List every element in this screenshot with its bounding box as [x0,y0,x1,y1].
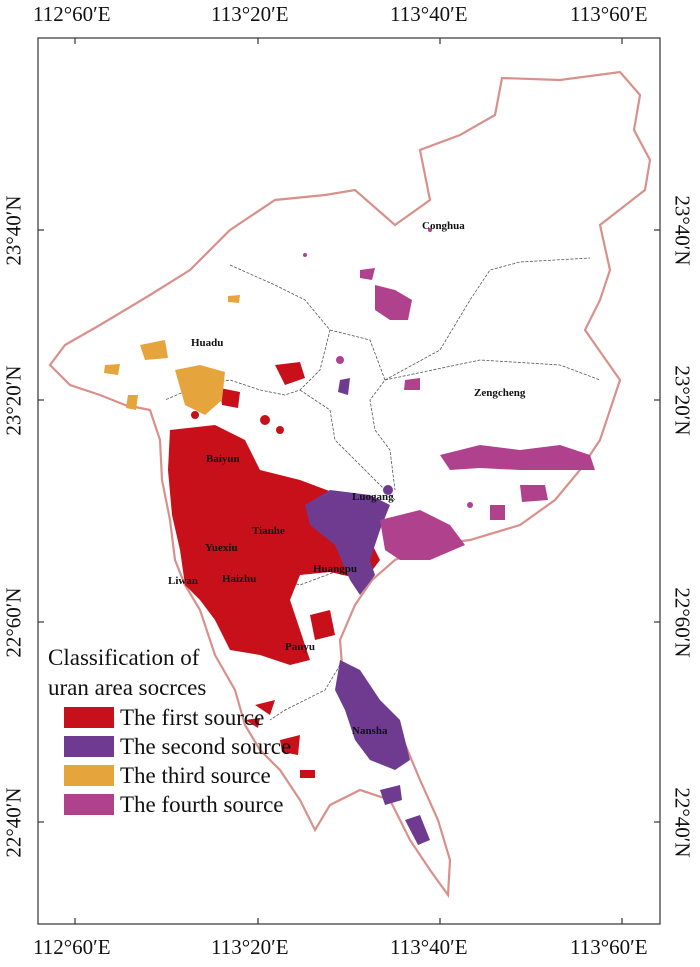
lon-tick-top-3: 113°40′E [390,2,468,26]
lon-tick-top-2: 113°20′E [211,2,289,26]
district-label-huadu: Huadu [191,337,224,349]
district-label-tianhe: Tianhe [252,525,285,537]
lat-tick-left-4: 22°40′N [1,787,26,858]
lat-tick-right-4: 22°40′N [670,787,695,858]
legend-swatch-fourth [64,794,114,815]
district-label-panyu: Panyu [285,641,315,653]
legend-title: Classification of uran area socrces [48,643,348,703]
district-label-conghua: Conghua [422,220,465,232]
lon-tick-bottom-4: 113°60′E [570,935,648,959]
second-source-areas [305,378,430,845]
lat-tick-right-2: 23°20′N [670,365,695,436]
legend-label-fourth: The fourth source [120,792,284,817]
lat-tick-left-2: 23°20′N [1,365,26,436]
legend-item-third: The third source [64,761,348,790]
legend-title-line2: uran area socrces [48,675,207,700]
lat-tick-right-1: 23°40′N [670,195,695,266]
map-frame [37,37,661,925]
tick-marks [38,38,660,924]
district-label-haizhu: Haizhu [222,573,257,585]
legend-title-line1: Classification of [48,645,200,670]
first-source-areas [168,362,380,778]
city-boundary [48,70,652,899]
fourth-source-areas [303,228,595,560]
legend-label-first: The first source [120,705,265,730]
legend-item-second: The second source [64,732,348,761]
district-label-liwan: Liwan [168,575,198,587]
lon-tick-bottom-2: 113°20′E [211,935,289,959]
legend: Classification of uran area socrces The … [48,643,348,819]
district-label-huangpu: Huangpu [313,563,358,575]
legend-swatch-third [64,765,114,786]
district-label-luogang: Luogang [352,491,394,503]
lon-tick-bottom-1: 112°60′E [33,935,111,959]
district-label-baiyun: Baiyun [206,453,240,465]
legend-item-first: The first source [64,703,348,732]
third-source-areas [104,295,240,415]
lon-tick-top-4: 113°60′E [570,2,648,26]
district-label-zengcheng: Zengcheng [474,387,526,399]
legend-label-third: The third source [120,763,271,788]
lat-tick-right-3: 22°60′N [670,587,695,658]
legend-swatch-second [64,736,114,757]
lat-tick-left-1: 23°40′N [1,195,26,266]
district-label-yuexiu: Yuexiu [205,542,238,554]
lat-tick-left-3: 22°60′N [1,587,26,658]
legend-label-second: The second source [120,734,292,759]
lon-tick-top-1: 112°60′E [33,2,111,26]
lon-tick-bottom-3: 113°40′E [390,935,468,959]
district-label-nansha: Nansha [352,725,388,737]
legend-swatch-first [64,707,114,728]
legend-item-fourth: The fourth source [64,790,348,819]
